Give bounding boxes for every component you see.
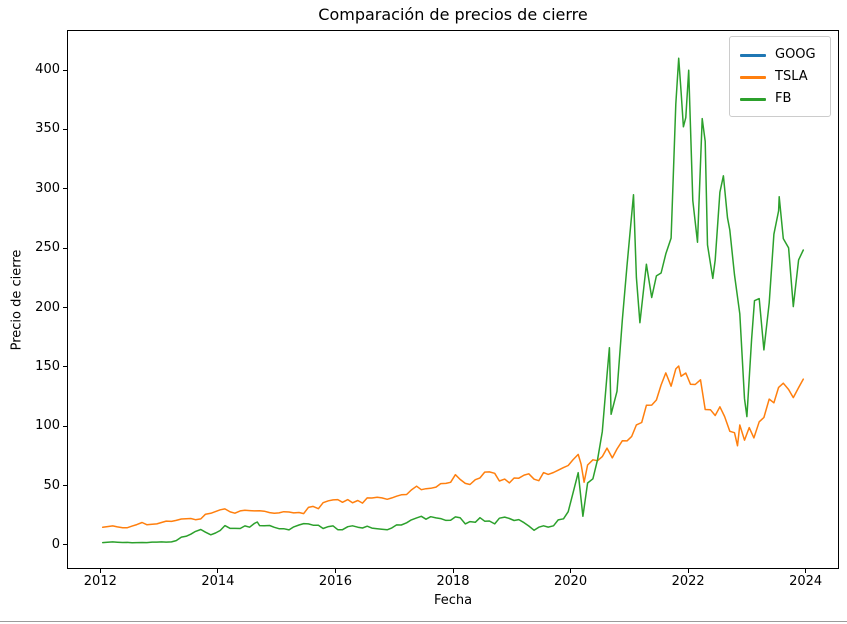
x-tick-mark-2020 [570, 569, 572, 573]
x-tick-label-2020: 2020 [554, 574, 588, 589]
legend-line-swatch-tsla [740, 75, 766, 79]
y-tick-label-150: 150 [35, 358, 60, 374]
y-tick-mark-100 [63, 425, 67, 427]
legend-label-tsla: TSLA [775, 69, 808, 84]
x-tick-mark-2016 [334, 569, 336, 573]
y-tick-mark-400 [63, 69, 67, 71]
legend-item-goog: GOOG [740, 44, 821, 66]
x-tick-mark-2022 [687, 569, 689, 573]
series-line-fb [101, 57, 805, 544]
x-tick-label-2022: 2022 [671, 574, 705, 589]
x-tick-mark-2014 [217, 569, 219, 573]
x-tick-mark-2024 [805, 569, 807, 573]
legend-item-tsla: TSLA [740, 66, 821, 88]
x-tick-label-2014: 2014 [201, 574, 235, 589]
y-tick-label-100: 100 [35, 418, 60, 434]
y-tick-mark-0 [63, 544, 67, 546]
x-tick-mark-2018 [452, 569, 454, 573]
x-axis-label: Fecha [433, 593, 473, 608]
legend: GOOG TSLA FB [729, 36, 831, 117]
y-tick-label-250: 250 [35, 240, 60, 256]
chart-title: Comparación de precios de cierre [318, 5, 588, 24]
y-tick-label-350: 350 [35, 121, 60, 137]
plot-area [67, 30, 839, 569]
y-tick-label-0: 0 [51, 536, 60, 552]
x-tick-label-2016: 2016 [318, 574, 352, 589]
y-axis-label: Precio de cierre [9, 249, 25, 351]
legend-label-fb: FB [775, 91, 792, 106]
x-tick-mark-2012 [99, 569, 101, 573]
y-tick-label-400: 400 [35, 62, 60, 78]
y-tick-mark-300 [63, 188, 67, 190]
y-tick-mark-50 [63, 485, 67, 487]
y-tick-mark-250 [63, 247, 67, 249]
x-tick-label-2012: 2012 [83, 574, 117, 589]
legend-line-swatch-fb [740, 97, 766, 101]
y-tick-label-200: 200 [35, 299, 60, 315]
x-tick-label-2024: 2024 [789, 574, 823, 589]
legend-line-swatch-goog [740, 53, 766, 57]
y-tick-label-300: 300 [35, 180, 60, 196]
legend-label-goog: GOOG [775, 47, 816, 62]
series-line-tsla [101, 365, 805, 529]
y-tick-label-50: 50 [43, 477, 60, 493]
y-tick-mark-150 [63, 366, 67, 368]
y-tick-mark-200 [63, 307, 67, 308]
y-tick-mark-350 [63, 128, 67, 130]
plot-lines-canvas [101, 57, 805, 544]
window-bottom-border [0, 621, 847, 622]
x-tick-label-2018: 2018 [436, 574, 470, 589]
legend-item-fb: FB [740, 88, 821, 110]
